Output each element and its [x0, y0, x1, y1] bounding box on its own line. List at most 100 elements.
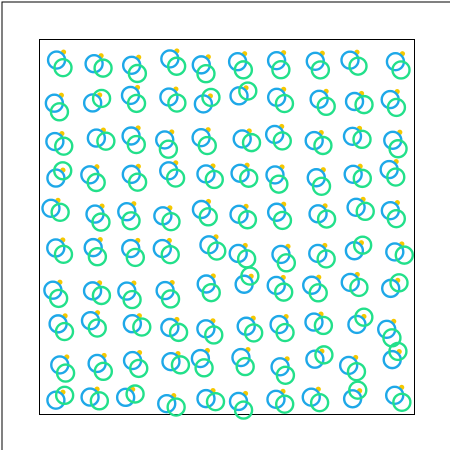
green-ring: [316, 209, 337, 229]
green-ring: [122, 289, 142, 310]
blue-ring: [344, 91, 365, 112]
green-ring: [93, 361, 114, 382]
green-ring: [196, 64, 216, 84]
green-ring: [271, 60, 291, 80]
green-ring: [391, 60, 411, 80]
green-ring: [235, 356, 255, 377]
blue-ring: [196, 388, 216, 409]
green-ring: [237, 210, 258, 230]
green-ring: [166, 56, 187, 76]
green-ring: [129, 358, 149, 379]
blue-ring: [121, 238, 141, 259]
green-ring: [348, 380, 368, 400]
green-ring: [394, 245, 414, 265]
green-ring: [50, 202, 70, 222]
green-ring: [354, 94, 374, 115]
green-ring: [354, 307, 374, 327]
green-ring: [309, 392, 330, 413]
green-ring: [89, 391, 110, 411]
green-ring: [392, 392, 412, 412]
blue-ring: [343, 164, 363, 184]
green-ring: [313, 315, 334, 336]
green-ring: [275, 394, 295, 414]
green-ring: [53, 244, 74, 265]
green-ring: [194, 358, 214, 378]
blue-ring: [190, 348, 211, 369]
green-ring: [165, 168, 186, 188]
green-ring: [355, 201, 375, 222]
green-ring: [121, 211, 141, 231]
blue-ring: [80, 387, 100, 407]
green-ring: [53, 161, 73, 181]
green-ring: [49, 102, 70, 122]
green-ring: [91, 212, 111, 232]
blue-ring: [82, 93, 103, 113]
blue-ring: [86, 128, 107, 148]
green-ring: [93, 58, 113, 78]
green-ring: [243, 323, 264, 343]
green-ring: [126, 134, 146, 155]
green-ring: [273, 282, 294, 302]
green-ring: [313, 135, 333, 156]
green-ring: [160, 244, 180, 265]
green-ring: [352, 129, 372, 150]
green-ring: [386, 97, 407, 118]
green-ring: [205, 391, 226, 412]
green-ring: [166, 397, 186, 417]
blue-ring: [161, 351, 181, 372]
green-ring: [168, 322, 189, 343]
green-ring: [239, 168, 259, 188]
green-ring: [197, 135, 217, 156]
green-ring: [275, 365, 296, 385]
green-ring: [86, 172, 106, 193]
blue-ring: [309, 89, 329, 109]
green-ring: [352, 235, 373, 255]
blue-ring: [265, 165, 285, 185]
green-ring: [388, 139, 408, 159]
green-ring: [389, 273, 409, 293]
green-ring: [240, 266, 260, 286]
blue-ring: [83, 237, 103, 258]
green-ring: [87, 318, 107, 338]
green-ring: [269, 174, 289, 194]
blue-ring: [385, 242, 405, 262]
green-ring: [48, 288, 69, 309]
blue-ring: [266, 50, 287, 71]
green-ring: [91, 285, 112, 306]
green-ring: [54, 385, 75, 406]
green-ring: [170, 355, 191, 375]
green-ring: [204, 169, 224, 190]
green-ring: [238, 81, 258, 101]
green-ring: [54, 321, 75, 342]
green-ring: [198, 207, 218, 227]
blue-ring: [232, 129, 252, 149]
green-ring: [308, 283, 328, 303]
blue-ring: [84, 54, 104, 74]
green-ring: [388, 341, 408, 362]
green-ring: [311, 176, 332, 196]
green-ring: [125, 247, 146, 268]
blue-ring: [117, 202, 137, 222]
blue-ring: [305, 349, 325, 369]
green-ring: [53, 57, 73, 78]
ring-field: [41, 48, 414, 420]
green-ring: [346, 361, 367, 382]
green-ring: [275, 322, 295, 343]
green-ring: [161, 211, 181, 232]
green-ring: [201, 87, 221, 108]
green-ring: [204, 325, 224, 345]
green-ring: [54, 136, 74, 156]
green-ring: [55, 363, 76, 383]
blue-ring: [157, 393, 177, 414]
green-ring: [127, 63, 148, 84]
green-ring: [233, 60, 254, 80]
green-ring: [158, 139, 179, 159]
green-ring: [96, 131, 116, 151]
blue-ring: [304, 312, 324, 332]
blue-ring: [346, 197, 366, 218]
green-ring: [316, 96, 336, 117]
blue-ring: [122, 314, 143, 334]
blue-ring: [155, 130, 175, 150]
green-ring: [348, 56, 368, 76]
